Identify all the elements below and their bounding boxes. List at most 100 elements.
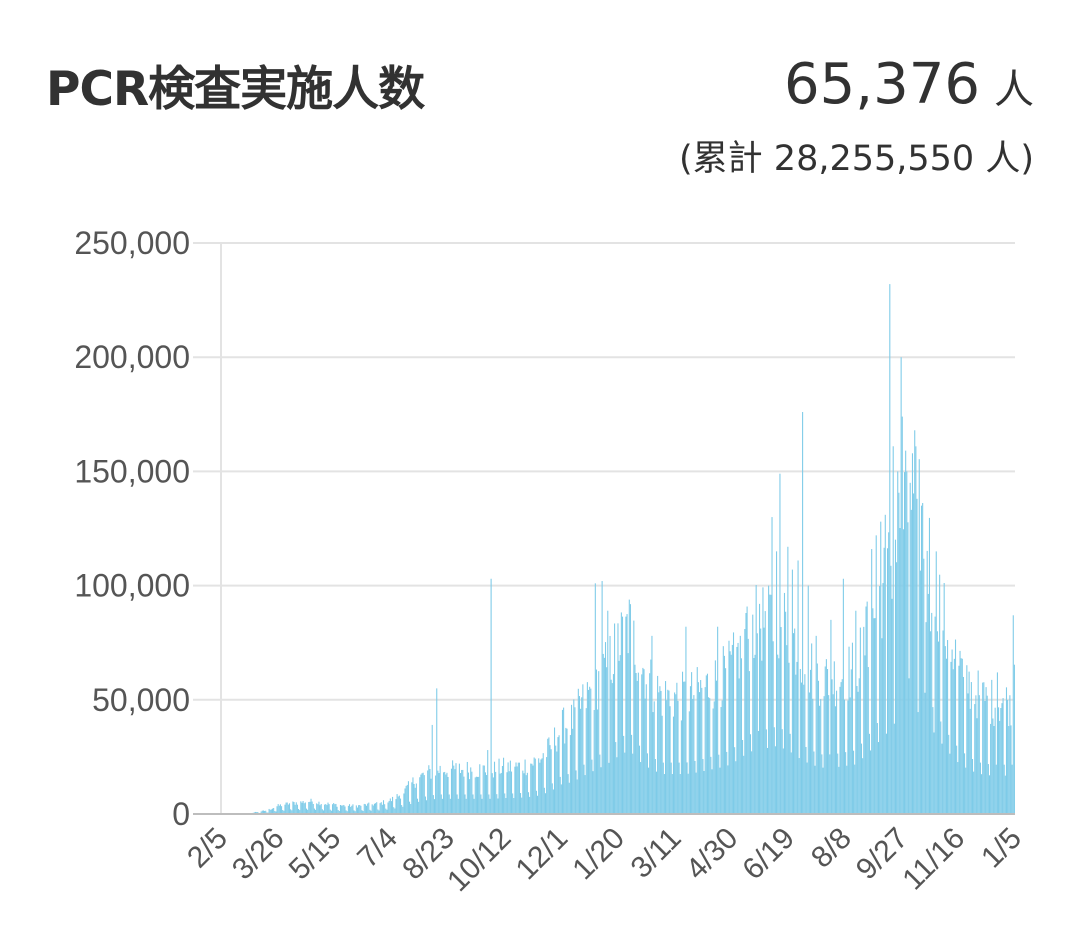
bar: [806, 762, 808, 814]
bar: [390, 801, 392, 814]
bar: [486, 775, 488, 814]
bar: [875, 535, 877, 814]
axes: [193, 243, 1015, 815]
bar: [441, 798, 443, 814]
bar: [625, 616, 627, 814]
bar: [695, 772, 697, 814]
x-tick-label: 3/26: [226, 822, 291, 887]
bar: [604, 642, 607, 814]
bar: [594, 583, 596, 814]
bar: [737, 642, 739, 814]
bar: [970, 682, 972, 814]
bar: [556, 751, 558, 814]
bar: [385, 808, 387, 814]
bar: [888, 532, 890, 814]
bar: [658, 692, 660, 814]
bar: [778, 658, 780, 814]
bar: [945, 658, 947, 814]
bar: [858, 678, 860, 814]
bar: [923, 558, 925, 814]
bar: [516, 766, 518, 814]
bar: [550, 749, 552, 814]
bar: [538, 758, 540, 814]
bar: [358, 805, 360, 814]
bar: [279, 804, 281, 814]
bar: [281, 806, 283, 814]
cumulative-prefix: (累計: [679, 139, 763, 179]
bar: [747, 638, 749, 814]
bar: [848, 646, 850, 814]
x-tick-label: 11/16: [896, 822, 971, 897]
bar: [313, 808, 315, 814]
bar: [761, 660, 763, 814]
bar: [465, 798, 467, 814]
bar: [471, 771, 473, 814]
bar: [703, 770, 705, 814]
bar: [841, 679, 843, 814]
bar: [981, 774, 983, 814]
y-tick-label: 200,000: [74, 339, 190, 375]
bar: [657, 675, 659, 814]
bar: [353, 810, 355, 814]
bar: [411, 782, 413, 814]
y-tick-label: 150,000: [74, 453, 190, 489]
bar: [957, 762, 959, 814]
bar: [482, 765, 484, 814]
bar: [564, 743, 566, 814]
bar: [446, 772, 448, 814]
bar: [484, 772, 486, 814]
bar: [1011, 764, 1013, 814]
bar: [611, 683, 613, 814]
bar: [443, 772, 445, 814]
bar: [269, 809, 271, 814]
bar: [388, 800, 390, 814]
bar: [547, 738, 549, 814]
bar: [540, 759, 542, 814]
bar: [652, 712, 654, 814]
bar: [563, 707, 565, 814]
bar: [944, 646, 946, 814]
bar: [629, 604, 631, 814]
bar: [537, 795, 539, 814]
bar: [887, 548, 889, 814]
bar: [277, 804, 279, 814]
bar: [336, 806, 338, 814]
bar: [384, 804, 386, 814]
bar: [798, 758, 800, 814]
bar: [500, 772, 502, 814]
y-tick-label: 250,000: [74, 225, 190, 261]
bar: [819, 705, 821, 814]
bar: [680, 720, 682, 814]
bar: [687, 773, 689, 814]
bar: [734, 747, 736, 814]
bar: [682, 671, 684, 814]
bar: [355, 805, 357, 814]
bar: [813, 751, 815, 814]
bar: [395, 799, 397, 814]
bar: [602, 653, 604, 814]
bar: [476, 776, 479, 814]
bar: [898, 492, 900, 814]
bar: [503, 757, 505, 814]
bar: [525, 775, 527, 814]
bar: [642, 667, 644, 814]
bar: [368, 802, 370, 814]
bar: [435, 775, 437, 814]
bar: [352, 804, 354, 814]
bar: [853, 750, 855, 814]
bar: [876, 723, 878, 814]
bar: [971, 759, 974, 814]
bar: [700, 680, 702, 814]
bar: [735, 761, 737, 814]
bar: [364, 804, 366, 814]
bar: [296, 804, 298, 814]
bar: [606, 667, 608, 814]
bar: [529, 796, 531, 814]
bar: [603, 657, 605, 814]
bar: [928, 517, 930, 814]
bar: [744, 629, 746, 814]
bar: [626, 614, 628, 814]
bar: [651, 635, 653, 814]
bar: [283, 810, 285, 814]
bar: [466, 761, 468, 814]
